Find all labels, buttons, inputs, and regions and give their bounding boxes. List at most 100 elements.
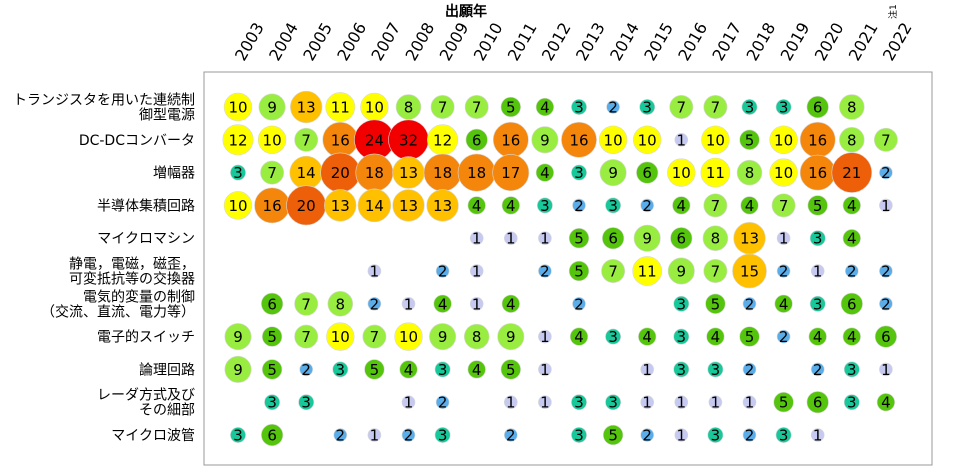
year-label-2010: 2010 [470,19,507,64]
bubble-value-r7-2003: 9 [233,328,243,346]
bubble-value-r2-2019: 10 [774,164,793,182]
bubble-value-r8-2017: 3 [711,361,721,379]
bubble-value-r2-2022: 2 [881,164,891,182]
bubble-value-r3-2008: 13 [399,197,418,215]
bubble-r8-2007 [364,359,385,380]
bubble-value-r9-2008: 1 [404,394,414,412]
bubble-r7-2010 [463,323,490,350]
bubble-r4-2017 [702,225,729,251]
bubble-value-r3-2017: 7 [711,197,721,215]
bubble-value-r5-2021: 2 [847,263,857,281]
bubble-value-r8-2020: 2 [813,361,823,379]
bubble-value-r6-2007: 2 [370,295,380,313]
year-note: 注1 [887,4,899,19]
bubble-r5-2010 [469,264,484,278]
bubble-r6-2016 [673,295,690,312]
bubble-value-r5-2018: 15 [740,263,759,281]
bubble-r10-2014 [602,424,624,446]
bubble-r8-2004 [261,359,283,380]
bubble-r9-2021 [843,394,860,411]
bubble-r7-2016 [673,328,690,345]
bubble-r3-2015 [640,198,655,213]
bubble-value-r10-2009: 3 [438,427,448,445]
bubble-value-r6-2016: 3 [677,295,687,313]
year-label-2007: 2007 [367,19,404,64]
bubble-r10-2018 [742,428,757,442]
bubble-value-r1-2003: 12 [228,131,247,149]
bubble-r7-2021 [842,327,861,346]
bubble-r2-2003 [230,164,246,181]
bubble-value-r8-2003: 9 [233,361,243,379]
bubble-value-r6-2010: 1 [472,295,482,313]
bubble-value-r5-2010: 1 [472,263,482,281]
bubble-r9-2018 [742,395,757,410]
bubble-value-r5-2013: 5 [574,263,584,281]
bubble-r3-2013 [572,198,586,213]
bubble-r1-2013 [561,121,597,158]
bubble-r8-2006 [332,361,349,378]
bubble-value-r5-2020: 1 [813,263,823,281]
bubble-value-r4-2021: 4 [847,230,857,248]
bubble-r8-2015 [640,362,655,377]
bubble-r2-2019 [769,158,798,187]
bubble-r2-2013 [571,164,587,181]
bubble-value-r3-2016: 4 [677,197,687,215]
bubble-value-r2-2004: 7 [267,164,277,182]
bubble-value-r9-2013: 3 [574,394,584,412]
bubble-r8-2018 [742,362,757,377]
bubble-r10-2013 [571,427,587,443]
bubble-value-r7-2006: 10 [331,328,350,346]
year-label-2020: 2020 [811,19,848,64]
bubble-r0-2010 [464,95,489,119]
bubble-r1-2022 [873,127,898,152]
bubble-value-r8-2009: 3 [438,361,448,379]
bubble-value-r2-2005: 14 [297,164,316,182]
bubble-value-r3-2003: 10 [228,197,247,215]
bubble-value-r9-2009: 2 [438,394,448,412]
bubble-value-r8-2010: 4 [472,361,482,379]
bubble-r1-2003 [222,124,254,156]
bubble-r0-2005 [290,90,323,124]
bubble-r10-2008 [401,428,416,442]
bubble-r0-2017 [703,95,728,119]
bubble-value-r1-2006: 16 [331,131,350,149]
bubble-r3-2010 [467,196,486,215]
bubble-r7-2006 [326,322,355,351]
row-label-0-line-1: 御型電源 [139,108,195,124]
bubble-r9-2020 [806,391,829,414]
bubble-value-r4-2012: 1 [540,230,550,248]
bubble-value-r3-2018: 4 [745,197,755,215]
bubble-value-r4-2014: 6 [608,230,618,248]
bubble-value-r10-2006: 2 [336,427,346,445]
bubble-r9-2004 [264,394,281,411]
bubble-r1-2016 [674,133,689,147]
bubble-value-r0-2019: 3 [779,99,789,117]
bubble-value-r8-2012: 1 [540,361,550,379]
bubble-value-r4-2016: 6 [677,230,687,248]
bubble-value-r6-2022: 2 [881,295,891,313]
bubble-r4-2010 [469,231,484,245]
bubble-r3-2008 [392,189,425,222]
year-label-2022: 2022 [879,19,916,64]
bubble-r3-2016 [672,196,691,215]
row-label-0-line-0: トランジスタを用いた連続制 [13,92,195,109]
bubble-r10-2015 [640,428,655,442]
year-label-2015: 2015 [640,19,677,64]
bubble-value-r6-2021: 6 [847,295,857,313]
bubble-r8-2005 [299,362,314,377]
bubble-value-r1-2020: 16 [808,131,827,149]
bubble-value-r10-2004: 6 [267,427,277,445]
bubble-r3-2006 [324,189,357,222]
bubble-r4-2020 [809,230,826,247]
bubble-value-r1-2014: 10 [604,131,623,149]
bubble-value-r8-2015: 1 [642,361,652,379]
bubble-r8-2017 [707,361,724,378]
bubble-value-r5-2014: 7 [608,263,618,281]
bubble-value-r4-2019: 1 [779,230,789,248]
bubble-r0-2020 [806,95,829,119]
bubble-value-r1-2011: 16 [501,131,520,149]
bubble-r2-2018 [736,159,763,186]
bubble-r10-2016 [674,428,689,442]
bubble-value-r7-2005: 7 [301,328,311,346]
bubble-value-r3-2010: 4 [472,197,482,215]
